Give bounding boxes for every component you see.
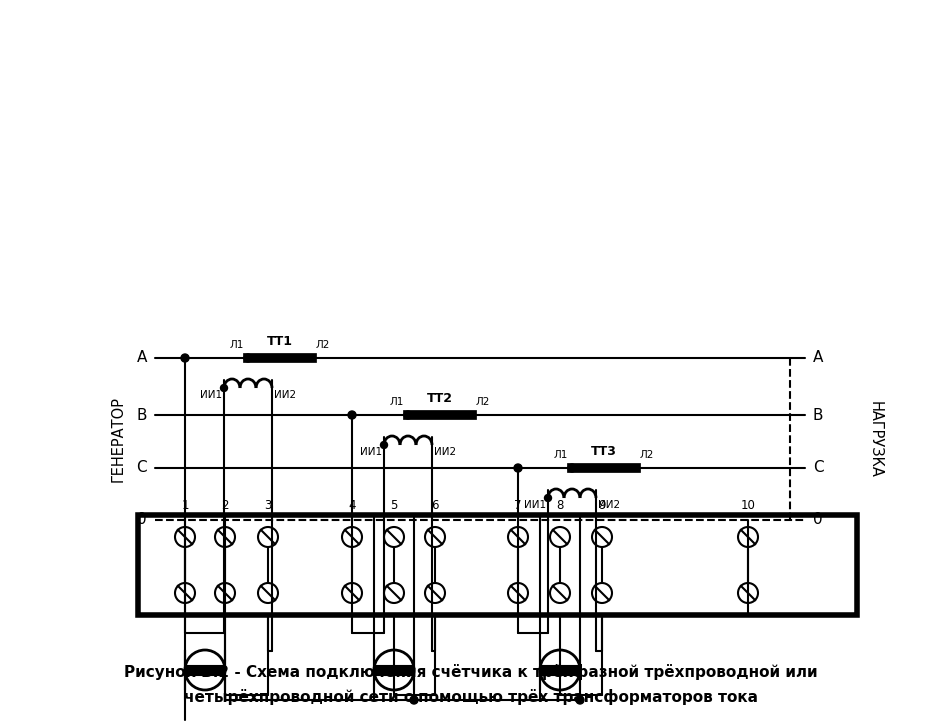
Text: Л2: Л2 [316, 340, 331, 350]
Circle shape [181, 354, 189, 362]
Text: 7: 7 [514, 499, 522, 512]
Circle shape [244, 354, 252, 362]
Text: ТТ1: ТТ1 [267, 335, 293, 348]
Text: 3: 3 [265, 499, 271, 512]
Circle shape [568, 464, 576, 472]
Text: ИИ1: ИИ1 [360, 447, 382, 457]
Text: 9: 9 [598, 499, 606, 512]
Text: А: А [813, 350, 823, 365]
Text: 2: 2 [221, 499, 229, 512]
Text: НАГРУЗКА: НАГРУЗКА [868, 400, 883, 478]
Text: С: С [137, 461, 147, 475]
Text: 0: 0 [138, 513, 147, 528]
Text: 10: 10 [740, 499, 755, 512]
Circle shape [381, 441, 387, 448]
Text: А: А [137, 350, 147, 365]
Text: ИИ2: ИИ2 [434, 447, 456, 457]
Text: Л2: Л2 [640, 450, 655, 460]
Text: Л1: Л1 [390, 397, 404, 407]
Text: ИИ1: ИИ1 [524, 500, 546, 510]
Circle shape [576, 696, 584, 704]
Text: Л1: Л1 [230, 340, 244, 350]
Text: ГЕНЕРАТОР: ГЕНЕРАТОР [110, 396, 125, 482]
Text: В: В [137, 408, 147, 422]
Circle shape [404, 411, 412, 419]
Text: С: С [813, 461, 823, 475]
Text: ТТ3: ТТ3 [591, 445, 617, 458]
Bar [138, 515, 857, 615]
Text: 1: 1 [181, 499, 188, 512]
Text: В: В [813, 408, 823, 422]
Text: 6: 6 [431, 499, 439, 512]
Text: ИИ1: ИИ1 [200, 390, 222, 400]
Text: 0: 0 [813, 513, 822, 528]
Text: Л2: Л2 [476, 397, 491, 407]
Text: Рисунок Б.2 - Схема подключения счётчика к трёхфазной трёхпроводной или: Рисунок Б.2 - Схема подключения счётчика… [124, 664, 818, 680]
Circle shape [544, 494, 551, 502]
Text: 5: 5 [390, 499, 398, 512]
Circle shape [348, 411, 356, 419]
Circle shape [514, 464, 522, 472]
Text: Л1: Л1 [554, 450, 568, 460]
Text: ИИ2: ИИ2 [598, 500, 620, 510]
Text: четырёхпроводной сети с помощью трёх трансформаторов тока: четырёхпроводной сети с помощью трёх тра… [184, 689, 758, 705]
Text: 8: 8 [557, 499, 563, 512]
Text: 4: 4 [349, 499, 356, 512]
Circle shape [410, 696, 418, 704]
Circle shape [220, 384, 228, 392]
Text: ТТ2: ТТ2 [427, 392, 453, 405]
Text: ИИ2: ИИ2 [274, 390, 296, 400]
